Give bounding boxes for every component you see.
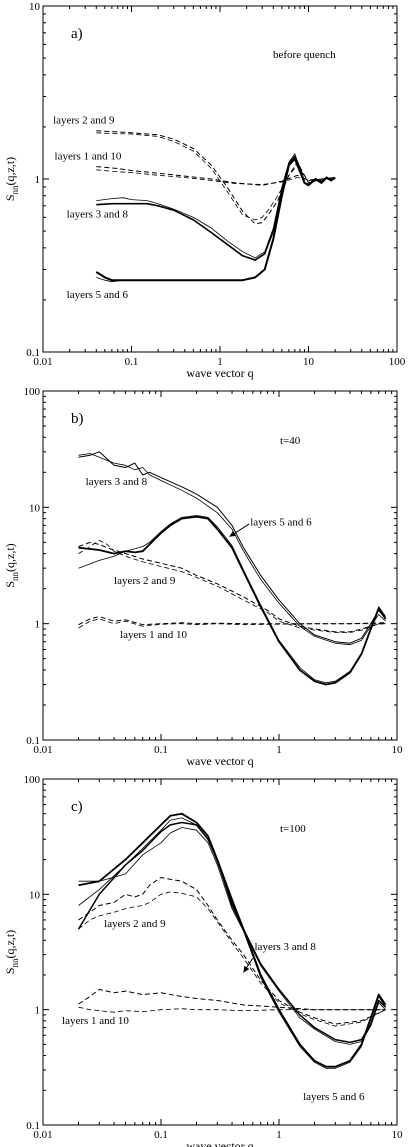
series-line-layers-5-and-6 <box>95 155 336 282</box>
series-label: layers 1 and 10 <box>62 1015 129 1027</box>
series-line-layers-1-and-10 <box>78 988 386 1011</box>
y-axis-label: Snn(q,z,t) <box>3 543 20 587</box>
y-tick-label: 100 <box>24 774 41 786</box>
panel-label: a) <box>71 26 83 42</box>
panel-label: b) <box>71 411 84 427</box>
x-tick-label: 0.01 <box>33 1129 52 1141</box>
series-line-layers-2-and-9 <box>96 130 336 225</box>
x-tick-label: 0.1 <box>125 356 139 368</box>
x-tick-label: 10 <box>303 356 315 368</box>
y-tick-label: 10 <box>29 1 41 13</box>
x-axis-label: wave vector q <box>186 366 253 380</box>
panel-annotation: t=40 <box>280 435 301 447</box>
series-line-layers-5-and-6 <box>78 515 387 686</box>
y-tick-label: 10 <box>29 502 41 514</box>
y-axis-label-main: S <box>3 581 17 588</box>
annotation-arrow-head <box>229 530 237 537</box>
series-label: layers 1 and 10 <box>55 150 122 162</box>
x-axis-label: wave vector q <box>186 1139 253 1147</box>
plot-frame <box>42 390 398 741</box>
series-line-layers-5-and-6 <box>78 812 387 1068</box>
y-axis-label-main: S <box>3 194 17 201</box>
series-line-layers-1-and-10 <box>78 1006 386 1013</box>
y-tick-label: 1 <box>35 174 41 186</box>
series-label: layers 3 and 8 <box>86 476 148 488</box>
series-line-layers-1-and-10 <box>78 618 386 629</box>
x-tick-label: 0.1 <box>154 744 168 756</box>
y-axis-label-args: (q,z,t) <box>3 543 17 572</box>
series-label: layers 3 and 8 <box>67 208 129 220</box>
x-axis-label: wave vector q <box>186 754 253 768</box>
series-line-layers-1-and-10 <box>96 169 336 185</box>
series-label: layers 1 and 10 <box>120 629 187 641</box>
y-tick-label: 10 <box>29 889 41 901</box>
y-tick-label: 1 <box>35 619 41 631</box>
x-tick-label: 10 <box>392 744 404 756</box>
series-line-layers-3-and-8 <box>78 453 386 646</box>
series-line-layers-2-and-9 <box>78 891 386 1027</box>
x-tick-label: 0.01 <box>33 356 52 368</box>
x-tick-label: 1 <box>276 744 282 756</box>
x-tick-label: 0.1 <box>154 1129 168 1141</box>
series-line-layers-3-and-8 <box>78 827 386 1045</box>
panel-label: c) <box>71 799 83 815</box>
panel-annotation: t=100 <box>280 823 306 835</box>
series-line-layers-2-and-9 <box>78 541 386 633</box>
y-axis-label-sub: nn <box>10 958 20 968</box>
x-tick-label: 0.01 <box>33 744 52 756</box>
series-line-layers-2-and-9 <box>78 877 386 1025</box>
series-label: layers 2 and 9 <box>104 918 166 930</box>
series-label: layers 5 and 6 <box>67 289 129 301</box>
annotation-arrow-head <box>243 965 250 973</box>
y-tick-label: 1 <box>35 1005 41 1017</box>
panel-annotation: before quench <box>273 49 336 61</box>
series-label: layers 2 and 9 <box>114 575 176 587</box>
series-line-layers-5-and-6 <box>78 817 386 1069</box>
x-tick-label: 1 <box>276 1129 282 1141</box>
series-line-layers-3-and-8 <box>78 451 386 644</box>
y-axis-label-main: S <box>3 967 17 974</box>
y-tick-label: 100 <box>24 386 41 398</box>
plot-frame <box>42 778 398 1126</box>
y-tick-label: 0.1 <box>26 735 40 747</box>
series-label: layers 3 and 8 <box>255 941 317 953</box>
series-line-layers-5-and-6 <box>78 515 386 684</box>
series-label: layers 5 and 6 <box>250 516 312 528</box>
series-line-layers-1-and-10 <box>96 166 336 186</box>
series-line-layers-2-and-9 <box>96 132 336 221</box>
y-axis-label: Snn(q,z,t) <box>3 930 20 974</box>
y-tick-label: 0.1 <box>26 1120 40 1132</box>
x-tick-label: 100 <box>389 356 406 368</box>
y-axis-label-args: (q,z,t) <box>3 157 17 186</box>
series-label: layers 5 and 6 <box>303 1091 365 1103</box>
y-axis-label-sub: nn <box>10 185 20 195</box>
x-tick-label: 10 <box>392 1129 404 1141</box>
y-axis-label-sub: nn <box>10 571 20 581</box>
series-label: layers 2 and 9 <box>53 114 115 126</box>
y-axis-label-args: (q,z,t) <box>3 930 17 959</box>
x-tick-label: 1 <box>217 356 223 368</box>
series-line-layers-5-and-6 <box>96 153 336 283</box>
y-axis-label: Snn(q,z,t) <box>3 157 20 201</box>
y-tick-label: 0.1 <box>26 347 40 359</box>
